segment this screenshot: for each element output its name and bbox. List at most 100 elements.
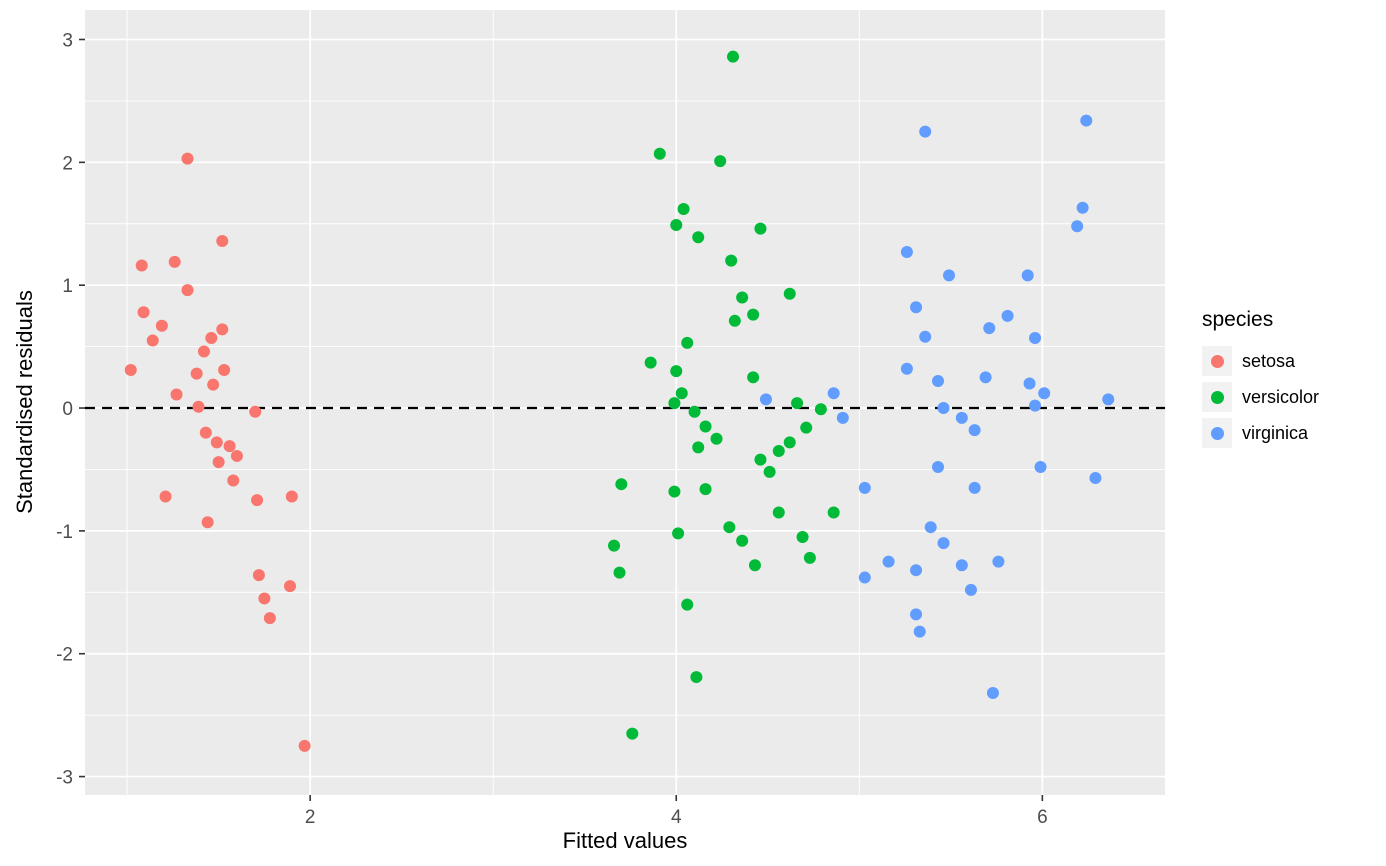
data-point-virginica — [964, 583, 977, 596]
data-point-setosa — [137, 306, 150, 319]
data-point-virginica — [932, 375, 945, 388]
data-point-setosa — [252, 569, 265, 582]
data-point-virginica — [937, 537, 950, 550]
data-point-virginica — [1029, 399, 1042, 412]
data-point-setosa — [284, 580, 297, 593]
data-point-virginica — [937, 402, 950, 415]
data-point-setosa — [212, 456, 225, 469]
data-point-virginica — [900, 246, 913, 259]
setosa-point-icon — [1210, 354, 1224, 368]
data-point-virginica — [992, 555, 1005, 568]
y-tick-label: 2 — [62, 153, 73, 174]
data-point-versicolor — [670, 365, 683, 378]
data-point-virginica — [910, 301, 923, 314]
legend-entry-setosa: setosa — [1202, 346, 1319, 376]
data-point-setosa — [181, 152, 194, 165]
data-point-versicolor — [692, 441, 705, 454]
data-point-versicolor — [644, 356, 657, 369]
data-point-virginica — [1076, 201, 1089, 214]
y-tick-label: 0 — [62, 399, 73, 420]
data-point-versicolor — [754, 453, 767, 466]
data-point-versicolor — [670, 218, 683, 231]
data-point-setosa — [258, 592, 271, 605]
data-point-versicolor — [688, 405, 701, 418]
data-point-versicolor — [736, 291, 749, 304]
data-point-versicolor — [754, 222, 767, 235]
data-point-setosa — [227, 474, 240, 487]
data-point-setosa — [155, 319, 168, 332]
data-point-versicolor — [681, 336, 694, 349]
data-point-virginica — [919, 125, 932, 138]
data-point-setosa — [197, 345, 210, 358]
y-tick-label: -2 — [56, 645, 73, 666]
data-point-setosa — [135, 259, 148, 272]
data-point-setosa — [192, 400, 205, 413]
data-point-virginica — [955, 411, 968, 424]
versicolor-point-icon — [1210, 390, 1224, 404]
data-point-versicolor — [672, 527, 685, 540]
data-point-virginica — [924, 521, 937, 534]
data-point-versicolor — [710, 432, 723, 445]
data-point-setosa — [199, 426, 212, 439]
data-point-versicolor — [675, 387, 688, 400]
data-point-versicolor — [772, 506, 785, 519]
data-point-setosa — [207, 378, 220, 391]
data-point-virginica — [900, 362, 913, 375]
data-point-versicolor — [653, 147, 666, 160]
data-point-versicolor — [791, 397, 804, 410]
data-point-versicolor — [690, 671, 703, 684]
data-point-virginica — [955, 559, 968, 572]
data-point-setosa — [223, 440, 236, 453]
data-point-versicolor — [728, 314, 741, 327]
x-axis-title: Fitted values — [562, 828, 688, 853]
data-point-setosa — [159, 490, 172, 503]
data-point-virginica — [1001, 309, 1014, 322]
data-point-virginica — [986, 687, 999, 700]
data-point-versicolor — [803, 551, 816, 564]
data-point-versicolor — [800, 421, 813, 434]
data-point-versicolor — [814, 403, 827, 416]
data-point-versicolor — [692, 231, 705, 244]
data-point-virginica — [1034, 460, 1047, 473]
x-tick-label: 6 — [1037, 807, 1048, 828]
data-point-virginica — [979, 371, 992, 384]
plot-panel — [85, 10, 1165, 795]
y-axis-title: Standardised residuals — [12, 290, 37, 514]
data-point-versicolor — [725, 254, 738, 267]
y-tick-label: -1 — [56, 522, 73, 543]
data-point-setosa — [201, 516, 214, 529]
data-point-versicolor — [748, 559, 761, 572]
data-point-setosa — [216, 234, 229, 247]
data-point-virginica — [968, 424, 981, 437]
data-point-virginica — [1023, 377, 1036, 390]
data-point-virginica — [1038, 387, 1051, 400]
data-point-versicolor — [763, 465, 776, 478]
data-point-versicolor — [783, 287, 796, 300]
data-point-virginica — [858, 481, 871, 494]
data-point-setosa — [285, 490, 298, 503]
data-point-setosa — [190, 367, 203, 380]
data-point-versicolor — [681, 598, 694, 611]
data-point-versicolor — [699, 420, 712, 433]
data-point-virginica — [1102, 393, 1115, 406]
data-point-virginica — [1071, 220, 1084, 233]
data-point-virginica — [759, 393, 772, 406]
data-point-versicolor — [677, 203, 690, 216]
virginica-point-icon — [1210, 426, 1224, 440]
legend-entry-versicolor: versicolor — [1202, 382, 1319, 412]
legend-label-versicolor: versicolor — [1242, 386, 1320, 407]
data-point-virginica — [919, 330, 932, 343]
data-point-setosa — [298, 739, 311, 752]
data-point-versicolor — [772, 445, 785, 458]
legend-title: species — [1202, 308, 1274, 331]
data-point-versicolor — [727, 50, 739, 63]
legend-label-virginica: virginica — [1242, 422, 1309, 443]
data-point-versicolor — [608, 539, 621, 552]
legend-key — [1202, 382, 1232, 412]
data-point-virginica — [910, 608, 923, 621]
data-point-setosa — [170, 388, 183, 401]
data-point-setosa — [210, 436, 223, 449]
data-point-versicolor — [613, 566, 626, 579]
y-tick-label: -3 — [56, 768, 73, 789]
